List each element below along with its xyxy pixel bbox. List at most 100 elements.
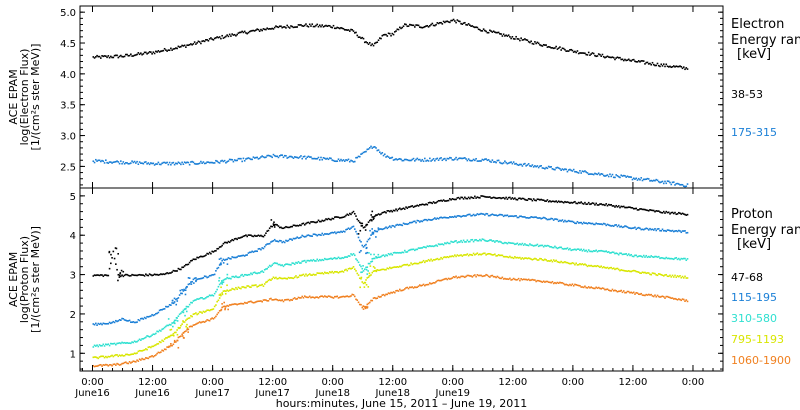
data-point: [522, 258, 525, 260]
data-point: [562, 248, 565, 250]
data-point: [101, 323, 103, 326]
data-point: [611, 251, 614, 253]
data-point: [584, 201, 586, 204]
data-point: [517, 277, 520, 280]
data-point: [472, 26, 475, 28]
data-point: [485, 158, 487, 160]
data-point: [163, 47, 166, 50]
data-point: [634, 60, 636, 63]
data-point: [98, 55, 101, 58]
data-point: [346, 29, 349, 31]
data-point: [187, 328, 190, 331]
data-point: [162, 49, 165, 52]
data-point: [180, 268, 182, 271]
data-point: [240, 302, 242, 305]
data-point: [529, 216, 531, 219]
data-point: [572, 262, 575, 265]
data-point: [368, 147, 371, 149]
data-point: [445, 256, 447, 259]
data-point: [161, 162, 163, 165]
data-point: [358, 36, 361, 38]
data-point: [118, 162, 121, 165]
data-point: [352, 225, 355, 228]
data-point: [112, 56, 115, 59]
data-point: [501, 242, 504, 245]
data-point: [499, 240, 501, 243]
data-point: [499, 32, 501, 35]
data-point: [183, 161, 186, 164]
data-point: [92, 275, 95, 277]
data-point: [267, 229, 270, 232]
data-point: [602, 266, 605, 268]
data-point: [571, 202, 574, 204]
data-point: [326, 272, 329, 274]
data-point: [295, 298, 297, 300]
data-point: [632, 255, 635, 258]
data-point: [579, 249, 581, 252]
data-point: [621, 205, 624, 208]
data-point: [382, 268, 385, 271]
data-point: [258, 300, 261, 302]
data-point: [457, 255, 460, 257]
data-point: [280, 299, 282, 302]
data-point: [494, 214, 496, 217]
data-point: [150, 355, 152, 358]
data-point: [544, 167, 546, 170]
data-point: [102, 343, 105, 346]
data-point: [459, 20, 461, 23]
data-point: [287, 263, 290, 266]
data-point: [95, 158, 97, 161]
data-point: [479, 253, 481, 255]
data-point: [654, 179, 656, 182]
data-point: [489, 160, 491, 163]
data-point: [512, 242, 515, 245]
data-point: [218, 264, 221, 266]
data-point: [667, 275, 670, 278]
data-point: [272, 240, 275, 242]
data-point: [475, 214, 477, 216]
data-point: [353, 268, 356, 271]
data-point: [601, 266, 604, 269]
data-point: [544, 200, 546, 202]
data-point: [499, 254, 501, 257]
data-point: [615, 174, 618, 176]
data-point: [682, 213, 685, 215]
data-point: [373, 42, 376, 45]
data-point: [397, 208, 400, 211]
data-point: [196, 163, 198, 165]
data-point: [336, 216, 339, 218]
data-point: [654, 210, 656, 213]
data-point: [519, 215, 521, 218]
data-point: [585, 171, 587, 173]
data-point: [434, 282, 436, 284]
data-point: [231, 33, 233, 35]
data-point: [132, 353, 135, 355]
data-point: [101, 344, 103, 347]
data-point: [541, 199, 544, 201]
data-point: [380, 37, 382, 40]
data-point: [501, 162, 504, 165]
data-point: [128, 54, 131, 57]
data-point: [352, 210, 355, 213]
y-tick-label: 4: [70, 231, 76, 242]
data-point: [208, 161, 211, 164]
data-point: [221, 306, 223, 309]
data-point: [358, 239, 361, 242]
data-point: [507, 278, 510, 281]
data-point: [455, 216, 457, 218]
data-point: [526, 244, 529, 247]
data-point: [467, 254, 470, 257]
data-point: [383, 211, 386, 213]
data-point: [156, 343, 158, 345]
data-point: [629, 206, 631, 209]
data-point: [108, 267, 111, 270]
data-point: [265, 268, 267, 270]
data-point: [138, 338, 141, 341]
data-point: [123, 55, 126, 58]
data-point: [606, 223, 609, 226]
data-point: [116, 354, 118, 356]
data-point: [173, 270, 176, 272]
data-point: [212, 162, 215, 164]
data-point: [621, 269, 624, 272]
data-point: [127, 354, 130, 356]
